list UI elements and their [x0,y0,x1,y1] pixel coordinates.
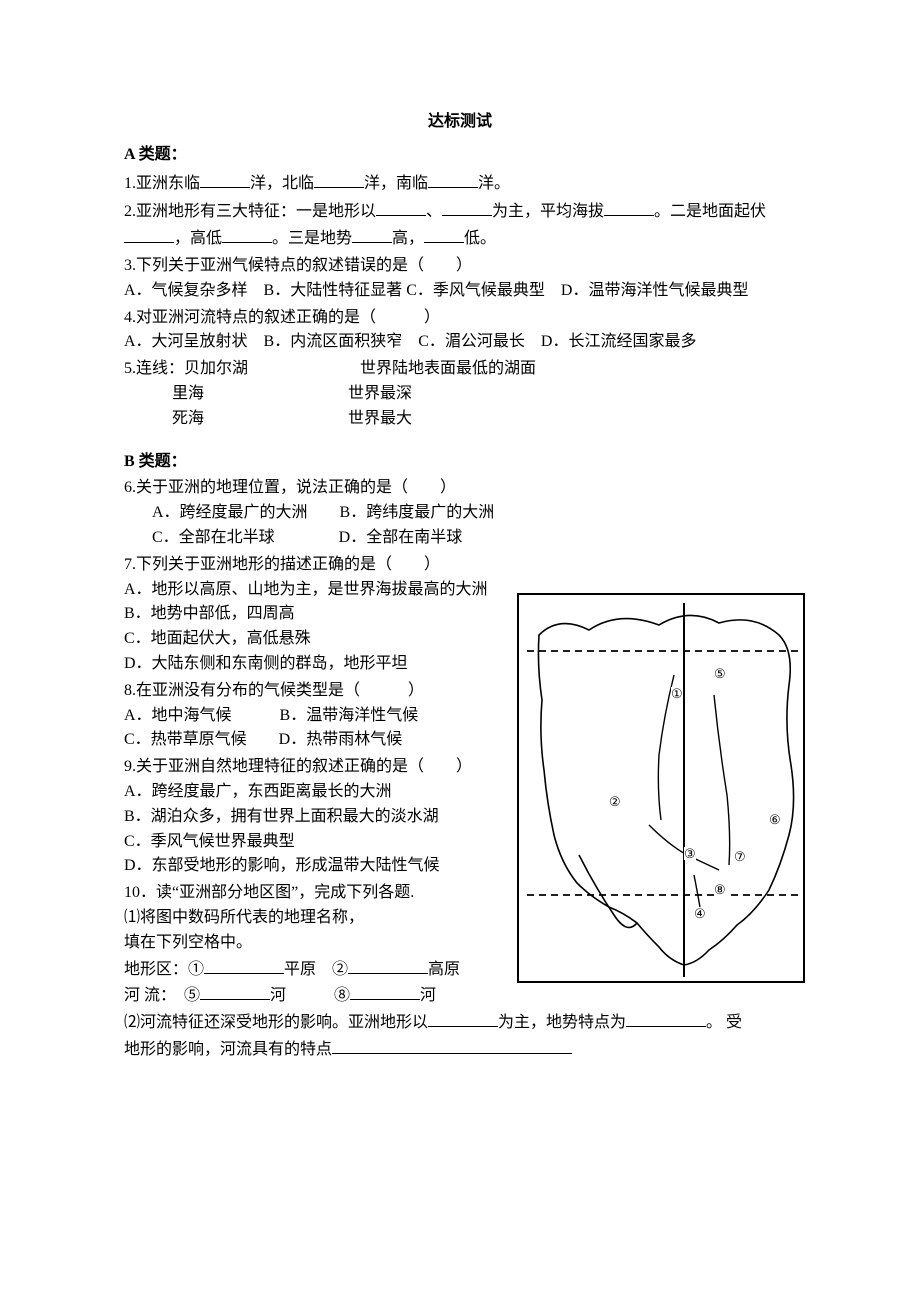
q10-stem: 10．读“亚洲部分地区图”，完成下列各题. [124,881,504,906]
q10-river-line: 河 流： ⑤ 河 ⑧ 河 [124,982,504,1009]
q1-blank-2[interactable] [314,170,364,188]
q10-p3: 地形的影响，河流具有的特点 [124,1036,796,1063]
question-2: 2.亚洲地形有三大特征：一是地形以 、 为主，平均海拔 。二是地面起伏 ，高低 。三是地… [124,198,796,252]
q2-blank-5[interactable] [222,225,272,243]
q2-l1d: 。二是地面起伏 [654,203,766,220]
q2-blank-1[interactable] [376,198,426,216]
q2-blank-3[interactable] [604,198,654,216]
q1-text-mid2: 洋，南临 [364,175,428,192]
q7-opt-b: B．地势中部低，四周高 [124,602,504,627]
q2-blank-4[interactable] [124,225,174,243]
question-3: 3.下列关于亚洲气候特点的叙述错误的是（ ） A．气候复杂多样 B．大陆性特征显… [124,254,796,304]
question-6: 6.关于亚洲的地理位置，说法正确的是（ ） A．跨经度最广的大洲 B．跨纬度最广… [124,476,796,550]
q1-text-pre: 1.亚洲东临 [124,175,200,192]
q10-blank-p2-1[interactable] [428,1009,498,1027]
map-label-5: ⑤ [714,667,726,680]
q10-p1: ⑴将图中数码所代表的地理名称， [124,906,504,931]
q2-l1a: 2.亚洲地形有三大特征：一是地形以 [124,203,376,220]
q4-options: A．大河呈放射状 B．内流区面积狭窄 C．湄公河最长 D．长江流经国家最多 [124,330,796,355]
q8-line2: A．地中海气候 B．温带海洋性气候 [124,704,504,729]
q2-l1c: 为主，平均海拔 [492,203,604,220]
question-5: 5.连线：贝加尔湖 世界陆地表面最低的湖面 里海 世界最深 死海 世界最大 [124,357,796,431]
question-1: 1.亚洲东临 洋，北临 洋，南临 洋。 [124,170,796,197]
q9-opt-a: A．跨经度最广，东西距离最长的大洲 [124,780,504,805]
q6-line3: C．全部在北半球 D．全部在南半球 [124,526,796,551]
page-title: 达标测试 [124,110,796,135]
map-label-7: ⑦ [734,850,746,863]
section-b-header: B 类题： [124,450,796,475]
q8-stem: 8.在亚洲没有分布的气候类型是（ ） [124,679,504,704]
q9-opt-c: C．季风气候世界最典型 [124,830,504,855]
q3-stem: 3.下列关于亚洲气候特点的叙述错误的是（ ） [124,254,796,279]
q10-blank-region-2[interactable] [348,956,428,974]
asia-map: ① ② ③ ④ ⑤ ⑥ ⑦ ⑧ [517,593,805,983]
map-label-8: ⑧ [714,883,726,896]
q4-stem: 4.对亚洲河流特点的叙述正确的是（ ） [124,306,796,331]
q10-blank-river-1[interactable] [200,982,270,1000]
q2-l2c: 高， [392,230,424,247]
q10-river-a: 河 流： ⑤ [124,987,200,1004]
q10-p2b: 为主，地势特点为 [498,1014,626,1031]
q10-p2: ⑵河流特征还深受地形的影响。亚洲地形以 为主，地势特点为 。 受 [124,1009,796,1036]
q2-blank-7[interactable] [424,225,464,243]
q5-line2: 里海 世界最深 [124,382,796,407]
q10-p2a: ⑵河流特征还深受地形的影响。亚洲地形以 [124,1014,428,1031]
q2-l2a: ，高低 [174,230,222,247]
q5-stem: 5.连线：贝加尔湖 世界陆地表面最低的湖面 [124,357,796,382]
q6-stem: 6.关于亚洲的地理位置，说法正确的是（ ） [124,476,796,501]
q10-p2c: 。 受 [706,1014,742,1031]
q8-line3: C．热带草原气候 D．热带雨林气候 [124,728,504,753]
map-label-4: ④ [694,907,706,920]
q7-opt-d: D．大陆东侧和东南侧的群岛，地形平坦 [124,652,504,677]
q1-text-post: 洋。 [478,175,510,192]
q3-options: A．气候复杂多样 B．大陆性特征显著 C．季风气候最典型 D．温带海洋性气候最典… [124,279,796,304]
map-label-6: ⑥ [769,813,781,826]
q10-blank-p2-2[interactable] [626,1009,706,1027]
q2-blank-6[interactable] [352,225,392,243]
q9-stem: 9.关于亚洲自然地理特征的叙述正确的是（ ） [124,755,504,780]
q10-blank-region-1[interactable] [204,956,284,974]
q2-l2b: 。三是地势 [272,230,352,247]
q10-region-c: 高原 [428,961,460,978]
q1-blank-1[interactable] [200,170,250,188]
q10-p3a: 地形的影响，河流具有的特点 [124,1041,332,1058]
q9-opt-b: B．湖泊众多，拥有世界上面积最大的淡水湖 [124,805,504,830]
q10-region-line: 地形区：① 平原 ② 高原 [124,956,504,983]
section-a-header: A 类题： [124,143,796,168]
q6-line2: A．跨经度最广的大洲 B．跨纬度最广的大洲 [124,501,796,526]
q7-stem: 7.下列关于亚洲地形的描述正确的是（ ） [124,553,796,578]
q10-river-b: 河 ⑧ [270,987,350,1004]
q2-blank-2[interactable] [442,198,492,216]
q1-blank-3[interactable] [428,170,478,188]
q5-line3: 死海 世界最大 [124,407,796,432]
q1-text-mid1: 洋，北临 [250,175,314,192]
question-4: 4.对亚洲河流特点的叙述正确的是（ ） A．大河呈放射状 B．内流区面积狭窄 C… [124,306,796,356]
q10-region-b: 平原 ② [284,961,348,978]
q10-blank-p3[interactable] [332,1036,572,1054]
q10-river-c: 河 [420,987,436,1004]
map-label-1: ① [671,687,683,700]
q10-blank-river-2[interactable] [350,982,420,1000]
q10-region-a: 地形区：① [124,961,204,978]
q10-p1b: 填在下列空格中。 [124,931,504,956]
map-label-3: ③ [684,847,696,860]
q2-l1b: 、 [426,203,442,220]
q2-l2d: 低。 [464,230,496,247]
q9-opt-d: D．东部受地形的影响，形成温带大陆性气候 [124,854,504,879]
map-label-2: ② [609,795,621,808]
q7-opt-c: C．地面起伏大，高低悬殊 [124,627,504,652]
